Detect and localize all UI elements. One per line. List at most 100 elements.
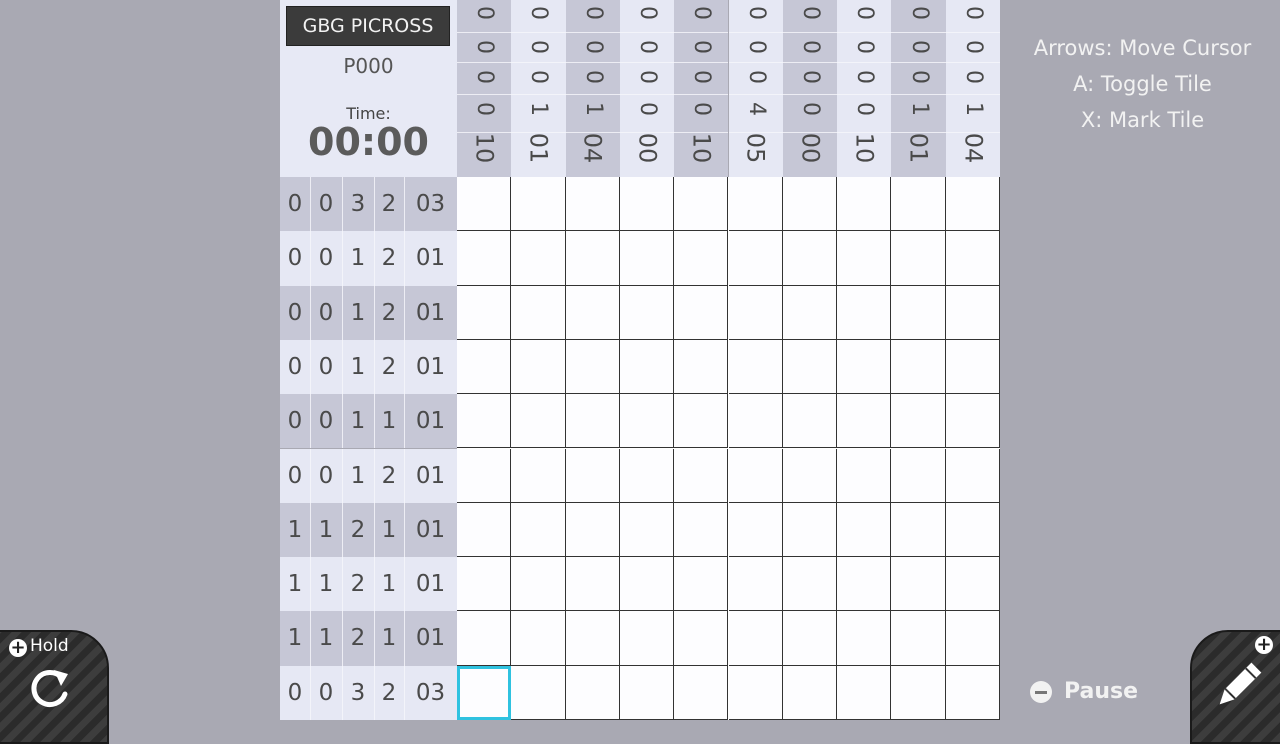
grid-cell[interactable]: [891, 502, 946, 558]
grid-cell[interactable]: [837, 557, 892, 612]
grid-cell[interactable]: [837, 285, 892, 340]
grid-cell[interactable]: [511, 502, 566, 558]
grid-cell[interactable]: [891, 611, 946, 666]
grid-cell[interactable]: [565, 394, 620, 449]
grid-cell[interactable]: [945, 394, 1000, 449]
grid-cell[interactable]: [457, 557, 512, 612]
grid-cell[interactable]: [837, 394, 892, 449]
grid-cell[interactable]: [837, 502, 892, 558]
grid-cell[interactable]: [728, 177, 783, 232]
grid-cell[interactable]: [565, 177, 620, 232]
grid-cell[interactable]: [619, 448, 675, 503]
grid-cell[interactable]: [619, 177, 675, 232]
grid-cell[interactable]: [674, 177, 729, 232]
grid-cell[interactable]: [619, 611, 675, 666]
grid-cell[interactable]: [511, 557, 566, 612]
grid-cell[interactable]: [728, 394, 783, 449]
grid-cell[interactable]: [728, 611, 783, 666]
grid-cell[interactable]: [674, 557, 729, 612]
grid-cell[interactable]: [782, 557, 838, 612]
grid-cell[interactable]: [674, 231, 729, 286]
grid-cell[interactable]: [674, 665, 729, 720]
grid-cell[interactable]: [565, 448, 620, 503]
grid-cell[interactable]: [565, 339, 620, 395]
grid-cell[interactable]: [945, 285, 1000, 340]
grid-cell[interactable]: [945, 665, 1000, 720]
grid-cell[interactable]: [837, 231, 892, 286]
grid-cell[interactable]: [945, 557, 1000, 612]
grid-cell[interactable]: [457, 448, 512, 503]
grid-cell[interactable]: [619, 502, 675, 558]
grid-cell[interactable]: [619, 285, 675, 340]
grid-cell[interactable]: [782, 448, 838, 503]
grid-cell[interactable]: [945, 231, 1000, 286]
grid-cell[interactable]: [511, 394, 566, 449]
grid-cell[interactable]: [619, 339, 675, 395]
grid-cell[interactable]: [457, 177, 512, 232]
grid-cell[interactable]: [891, 665, 946, 720]
grid-cell[interactable]: [782, 611, 838, 666]
grid-cell[interactable]: [891, 177, 946, 232]
grid-cell[interactable]: [565, 611, 620, 666]
grid-cell[interactable]: [565, 502, 620, 558]
grid-cell[interactable]: [728, 502, 783, 558]
grid-cell[interactable]: [511, 448, 566, 503]
grid-cell[interactable]: [728, 448, 783, 503]
grid-cell[interactable]: [511, 665, 566, 720]
grid-cell[interactable]: [565, 285, 620, 340]
grid-cell[interactable]: [945, 448, 1000, 503]
grid-cell[interactable]: [619, 665, 675, 720]
grid-cell[interactable]: [457, 394, 512, 449]
grid-cell[interactable]: [837, 177, 892, 232]
grid-cell[interactable]: [782, 231, 838, 286]
grid-cell[interactable]: [674, 394, 729, 449]
grid-cell[interactable]: [945, 611, 1000, 666]
grid-cell[interactable]: [891, 394, 946, 449]
grid-cell[interactable]: [891, 285, 946, 340]
grid-cell[interactable]: [511, 231, 566, 286]
grid-cell[interactable]: [619, 557, 675, 612]
edit-button[interactable]: +: [1190, 630, 1280, 744]
grid-cell[interactable]: [457, 231, 512, 286]
grid-cell[interactable]: [782, 177, 838, 232]
grid-cell[interactable]: [728, 557, 783, 612]
grid-cell[interactable]: [457, 502, 512, 558]
grid-cell[interactable]: [945, 177, 1000, 232]
grid-cell-cursor[interactable]: [457, 665, 512, 720]
grid-cell[interactable]: [511, 177, 566, 232]
grid-cell[interactable]: [782, 285, 838, 340]
puzzle-grid[interactable]: [457, 177, 1000, 720]
grid-cell[interactable]: [891, 448, 946, 503]
grid-cell[interactable]: [782, 339, 838, 395]
grid-cell[interactable]: [837, 448, 892, 503]
grid-cell[interactable]: [565, 231, 620, 286]
grid-cell[interactable]: [728, 285, 783, 340]
grid-cell[interactable]: [728, 339, 783, 395]
grid-cell[interactable]: [837, 665, 892, 720]
grid-cell[interactable]: [457, 285, 512, 340]
grid-cell[interactable]: [837, 611, 892, 666]
grid-cell[interactable]: [728, 231, 783, 286]
grid-cell[interactable]: [511, 611, 566, 666]
grid-cell[interactable]: [891, 339, 946, 395]
grid-cell[interactable]: [674, 448, 729, 503]
grid-cell[interactable]: [782, 502, 838, 558]
grid-cell[interactable]: [457, 339, 512, 395]
grid-cell[interactable]: [674, 611, 729, 666]
grid-cell[interactable]: [945, 502, 1000, 558]
grid-cell[interactable]: [782, 394, 838, 449]
grid-cell[interactable]: [619, 394, 675, 449]
hold-button[interactable]: + Hold: [0, 630, 109, 744]
grid-cell[interactable]: [511, 285, 566, 340]
grid-cell[interactable]: [837, 339, 892, 395]
grid-cell[interactable]: [891, 231, 946, 286]
grid-cell[interactable]: [728, 665, 783, 720]
grid-cell[interactable]: [945, 339, 1000, 395]
grid-cell[interactable]: [782, 665, 838, 720]
grid-cell[interactable]: [674, 285, 729, 340]
grid-cell[interactable]: [511, 339, 566, 395]
grid-cell[interactable]: [891, 557, 946, 612]
grid-cell[interactable]: [674, 502, 729, 558]
grid-cell[interactable]: [674, 339, 729, 395]
grid-cell[interactable]: [565, 665, 620, 720]
